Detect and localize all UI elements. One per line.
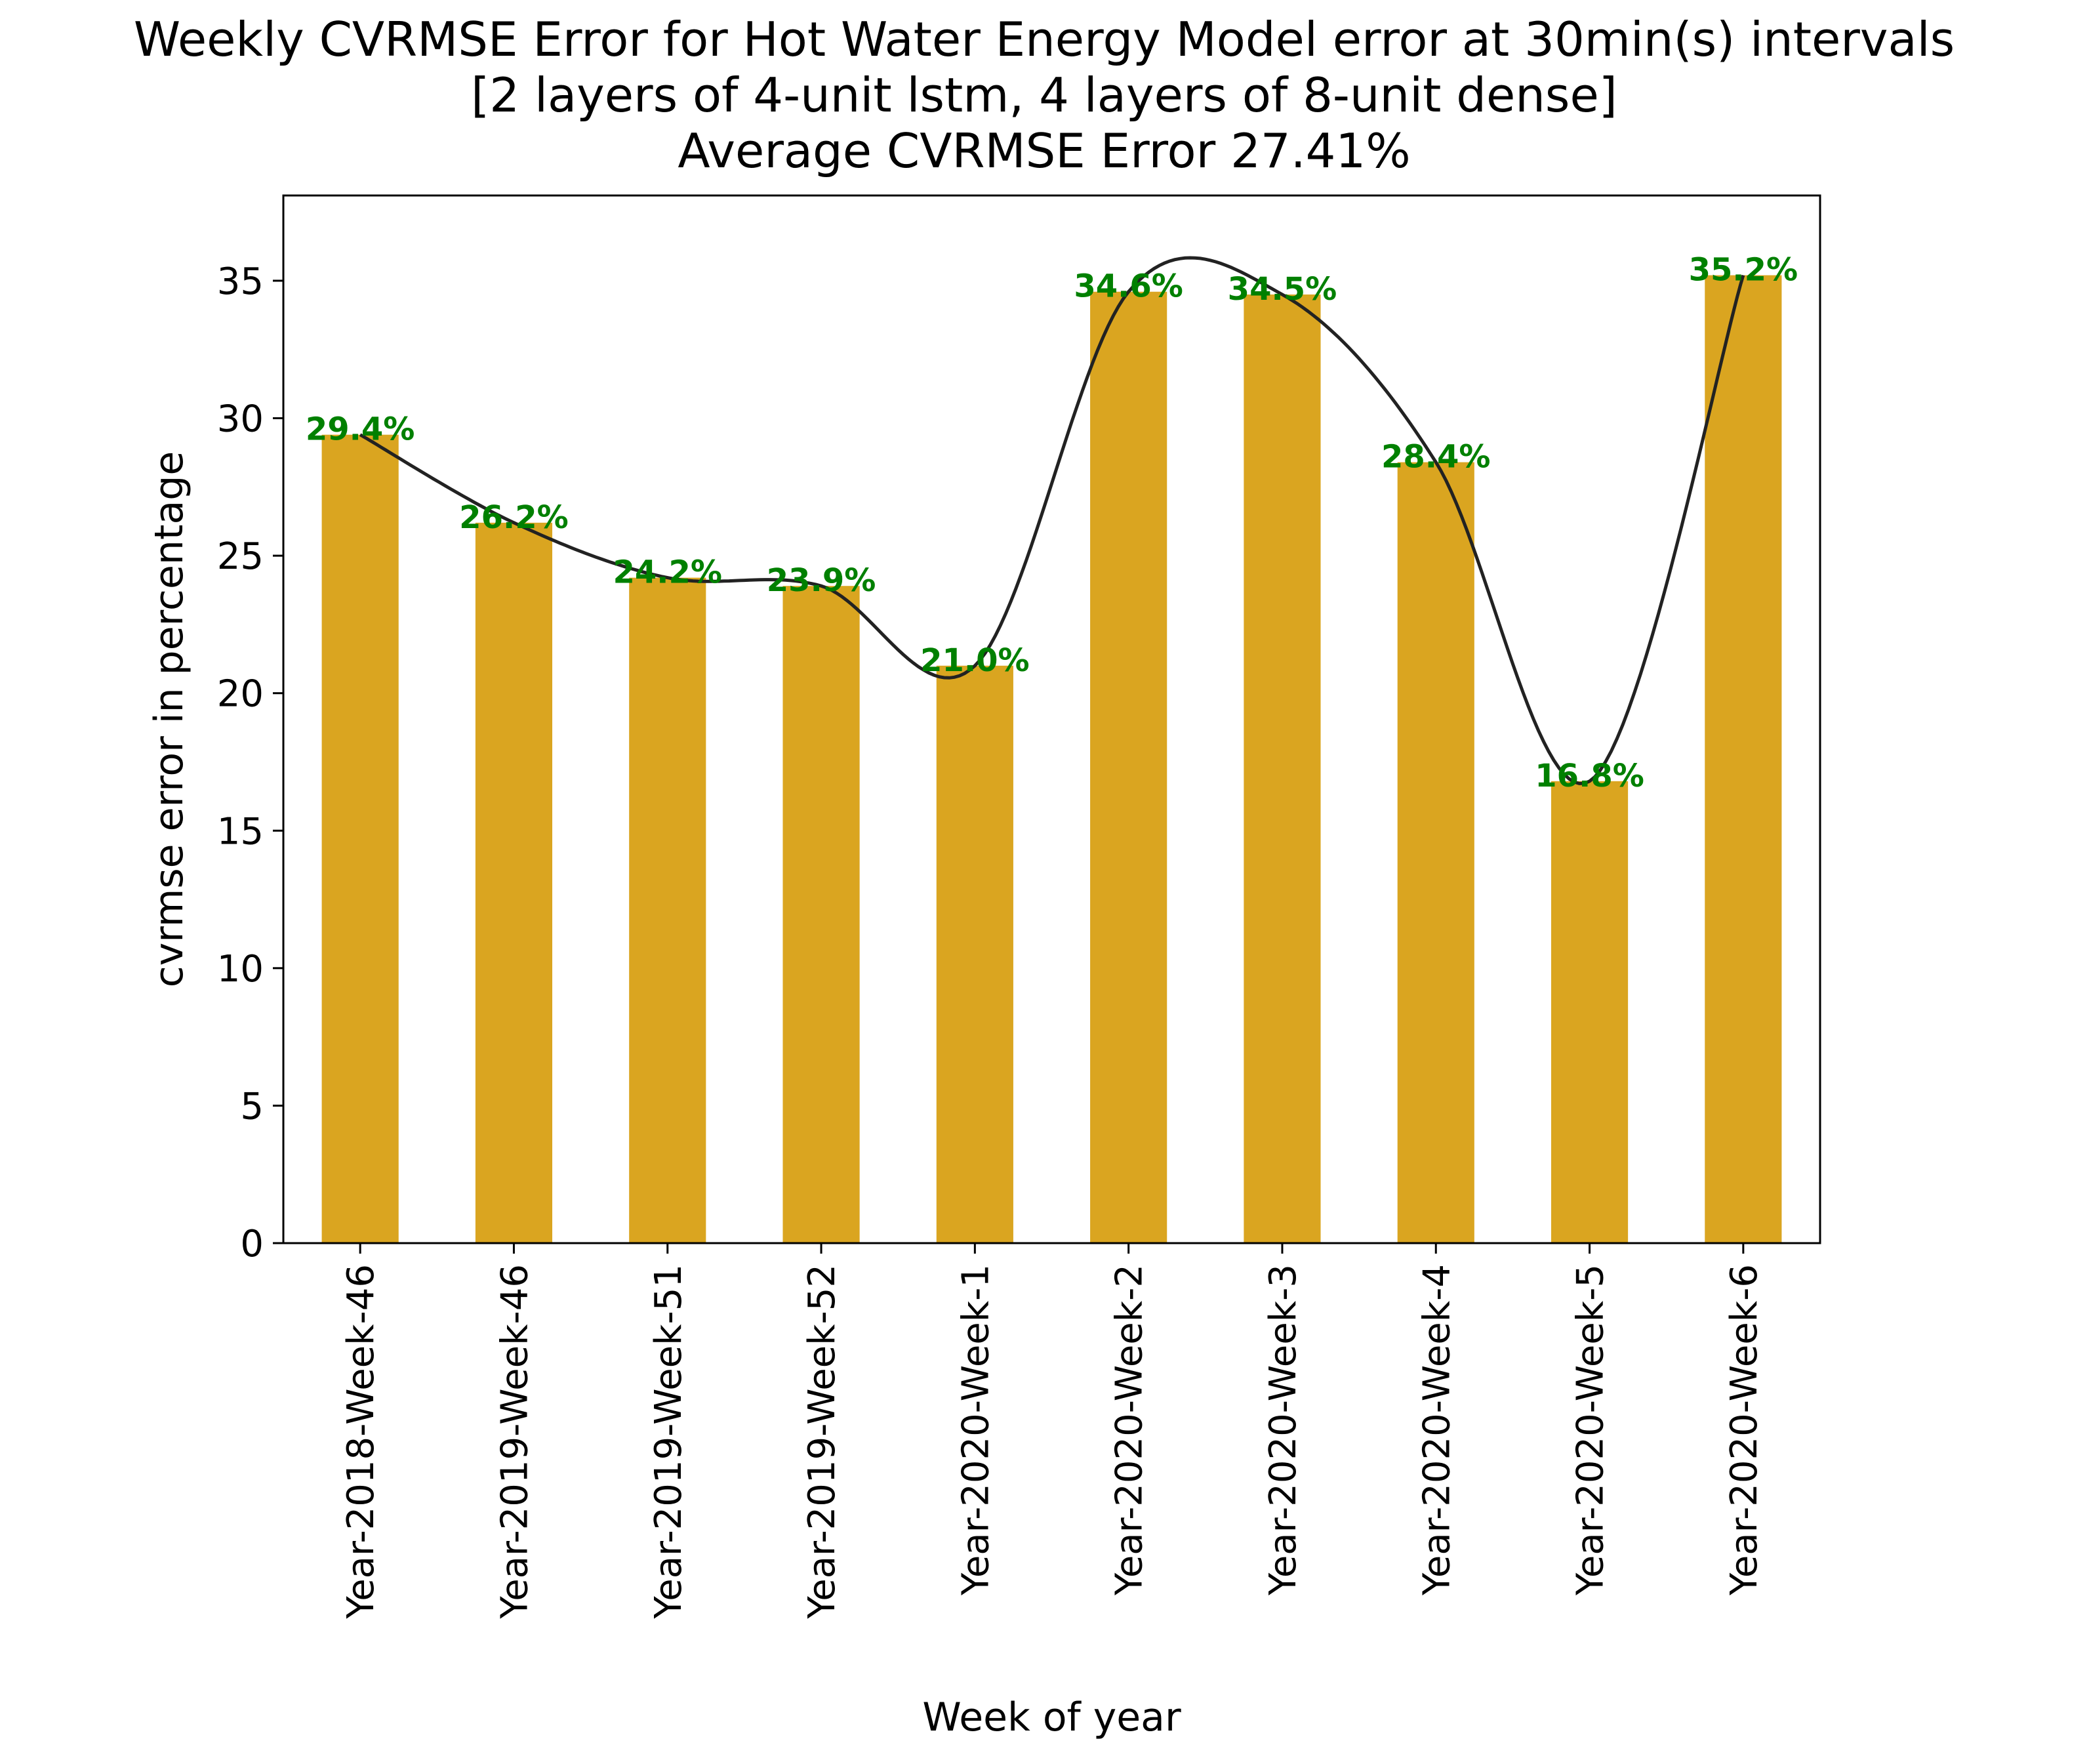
x-tick-label: Year-2018-Week-46 bbox=[340, 1264, 382, 1620]
x-tick-label: Year-2020-Week-5 bbox=[1570, 1264, 1612, 1596]
bars bbox=[321, 275, 1782, 1244]
x-tick-label: Year-2019-Week-52 bbox=[801, 1264, 843, 1620]
bar bbox=[629, 577, 706, 1243]
data-label: 21.0% bbox=[920, 642, 1030, 679]
bar bbox=[1090, 291, 1167, 1243]
data-label: 16.8% bbox=[1535, 758, 1644, 794]
data-label: 34.6% bbox=[1074, 268, 1183, 305]
y-tick-label: 0 bbox=[240, 1223, 264, 1265]
chart-title-line-2: [2 layers of 4-unit lstm, 4 layers of 8-… bbox=[471, 68, 1617, 123]
y-tick-label: 20 bbox=[217, 673, 264, 716]
data-label: 29.4% bbox=[306, 411, 415, 448]
data-label: 28.4% bbox=[1381, 439, 1491, 476]
plot-area-frame bbox=[282, 194, 1821, 1244]
data-label: 23.9% bbox=[767, 562, 876, 599]
bar bbox=[936, 665, 1013, 1243]
bar bbox=[1244, 294, 1321, 1243]
x-tick-label: Year-2020-Week-1 bbox=[954, 1264, 997, 1596]
y-axis-label: cvrmse error in percentage bbox=[146, 451, 192, 987]
x-tick-label: Year-2019-Week-46 bbox=[493, 1264, 536, 1620]
y-axis: 0 5 10 15 20 25 30 35 bbox=[217, 260, 283, 1265]
chart-title: Weekly CVRMSE Error for Hot Water Energy… bbox=[134, 12, 1955, 178]
chart-title-line-3: Average CVRMSE Error 27.41% bbox=[678, 123, 1410, 178]
bar bbox=[1397, 462, 1474, 1243]
x-tick-label: Year-2019-Week-51 bbox=[647, 1264, 690, 1620]
y-tick-label: 10 bbox=[217, 948, 264, 991]
bar bbox=[321, 434, 399, 1243]
x-tick-label: Year-2020-Week-4 bbox=[1415, 1264, 1458, 1596]
chart-title-line-1: Weekly CVRMSE Error for Hot Water Energy… bbox=[134, 12, 1955, 67]
x-tick-label: Year-2020-Week-6 bbox=[1723, 1264, 1766, 1596]
bar bbox=[1705, 275, 1782, 1244]
bar bbox=[475, 522, 553, 1243]
data-labels: 29.4% 26.2% 24.2% 23.9% 21.0% 34.6% 34.5% 28.4%… bbox=[306, 252, 1798, 794]
bar bbox=[782, 586, 860, 1243]
bar bbox=[1551, 781, 1629, 1243]
x-axis: Year-2018-Week-46 Year-2019-Week-46 Year-2… bbox=[340, 1243, 1766, 1620]
y-tick-label: 30 bbox=[217, 398, 264, 441]
y-tick-label: 5 bbox=[240, 1085, 264, 1128]
y-tick-label: 25 bbox=[217, 535, 264, 578]
trend-curve bbox=[359, 256, 1745, 785]
y-tick-label: 35 bbox=[217, 260, 264, 303]
x-axis-label: Week of year bbox=[922, 1694, 1181, 1740]
x-tick-label: Year-2020-Week-3 bbox=[1262, 1264, 1305, 1596]
data-label: 24.2% bbox=[613, 554, 722, 591]
data-label: 35.2% bbox=[1689, 252, 1798, 289]
data-label: 34.5% bbox=[1228, 271, 1337, 308]
data-label: 26.2% bbox=[459, 499, 569, 536]
y-tick-label: 15 bbox=[217, 810, 264, 853]
x-tick-label: Year-2020-Week-2 bbox=[1108, 1264, 1151, 1596]
